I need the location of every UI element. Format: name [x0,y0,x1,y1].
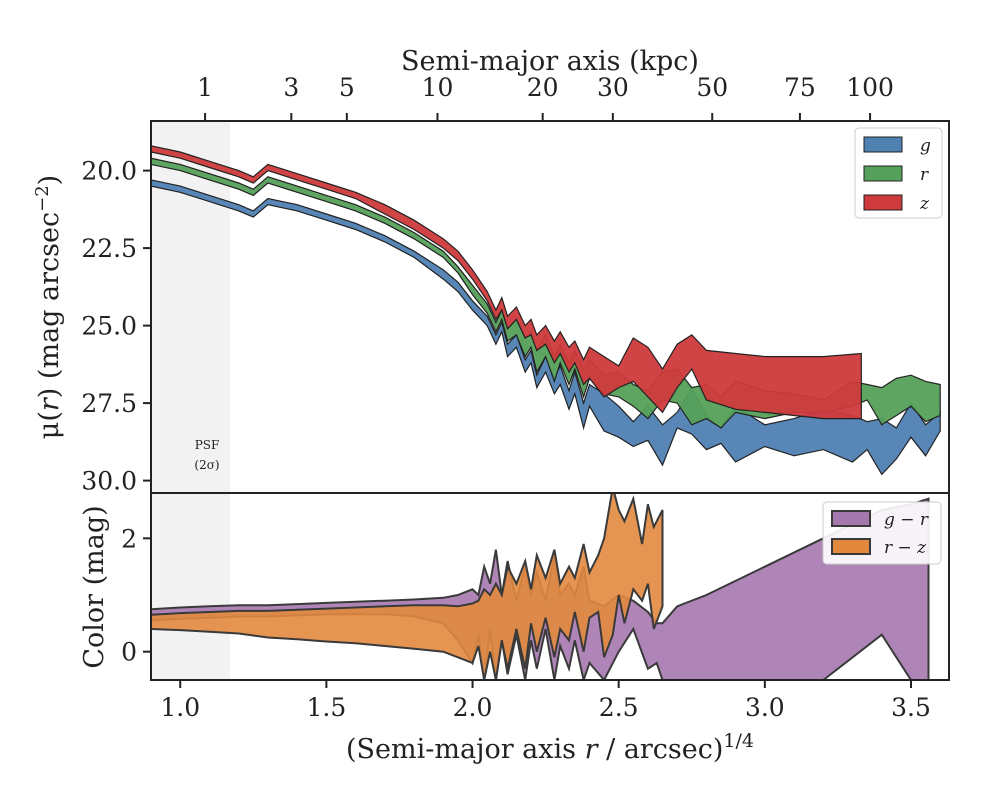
band-r-z [151,493,664,680]
legend-swatch-r [863,165,903,182]
color-panel: 02 1.0 1.5 2.0 2.5 3.0 3.5 Color (mag) (Semi-… [79,492,950,765]
color-y-tick-label: 2 [121,524,137,553]
y-tick-label: 22.5 [81,234,137,263]
legend-swatch-z [863,194,903,211]
surface-brightness-legend: g r z [854,127,943,219]
x-tick-label: 3.5 [891,693,931,722]
legend-label-z: z [919,194,930,214]
psf-region-color [151,493,230,680]
kpc-tick-label: 20 [527,73,559,102]
color-x-ticks: 1.0 1.5 2.0 2.5 3.0 3.5 [160,680,931,722]
color-series [151,493,930,680]
kpc-tick-label: 10 [422,73,454,102]
top-axis-label: Semi-major axis (kpc) [401,46,699,77]
x-tick-label: 2.5 [599,693,639,722]
kpc-tick-label: 1 [197,73,213,102]
kpc-tick-label: 30 [597,73,629,102]
x-tick-label: 1.0 [160,693,200,722]
legend-swatch-r-z [831,538,871,555]
y-tick-label: 20.0 [81,157,137,186]
color-y-tick-label: 0 [121,638,137,667]
color-y-axis-label: Color (mag) [79,505,110,668]
y-tick-label: 30.0 [81,467,137,496]
legend-label-r-z: r − z [884,538,927,558]
band-z [151,145,862,420]
x-axis-label: (Semi-major axis r / arcsec)1/4 [346,730,754,765]
y-tick-label: 27.5 [81,389,137,418]
x-tick-label: 3.0 [745,693,785,722]
legend-label-g: g [920,136,931,156]
surface-brightness-panel: PSF (2σ) 20.0 22.5 25.0 27.5 30.0 1 3 5 10 20 30 5… [32,46,950,496]
psf-label-line-1: PSF [195,438,220,452]
kpc-axis-ticks: 1 3 5 10 20 30 50 75 100 [197,73,894,121]
y-tick-label: 25.0 [81,312,137,341]
surface-brightness-y-axis-label: μ(r) (mag arcsec−2) [32,175,65,439]
kpc-tick-label: 5 [339,73,355,102]
legend-swatch-g [863,136,903,153]
legend-label-r: r [920,165,929,185]
kpc-tick-label: 100 [846,73,894,102]
psf-label-line-2: (2σ) [194,458,219,472]
x-tick-label: 1.5 [307,693,347,722]
psf-label: PSF (2σ) [194,438,219,472]
kpc-tick-label: 50 [696,73,728,102]
kpc-tick-label: 3 [283,73,299,102]
color-axes-frame [150,492,950,681]
x-tick-label: 2.0 [453,693,493,722]
legend-label-g-r: g − r [884,510,929,530]
color-y-ticks: 02 [121,524,151,667]
color-legend: g − r r − z [822,501,942,565]
surface-brightness-y-ticks: 20.0 22.5 25.0 27.5 30.0 [81,157,151,496]
band-g [151,179,941,476]
legend-swatch-g-r [831,510,871,527]
kpc-tick-label: 75 [784,73,816,102]
surface-brightness-series [151,145,941,476]
